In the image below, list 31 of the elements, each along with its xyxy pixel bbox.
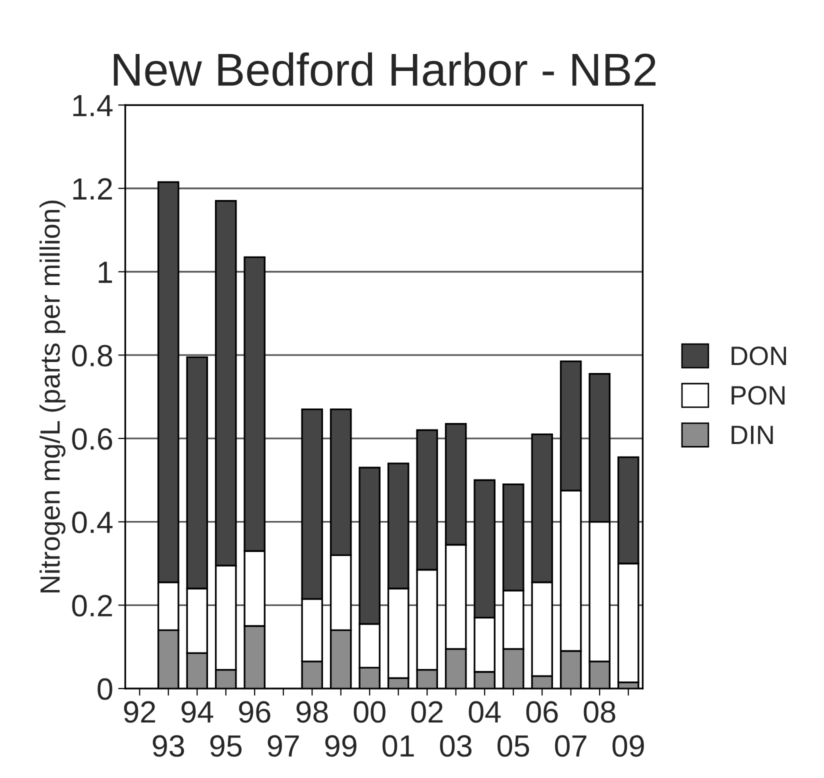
x-tick-label: 93 <box>152 735 184 757</box>
x-tick-label: 92 <box>124 701 156 723</box>
x-tick-label: 96 <box>239 701 270 723</box>
x-tick-label: 94 <box>182 701 214 723</box>
x-tick-label: 09 <box>612 735 644 757</box>
y-tick-label: 0 <box>98 678 112 700</box>
legend-label: DON <box>732 346 786 366</box>
y-tick-label: 1 <box>98 262 112 283</box>
y-tick-label: 0.2 <box>72 594 112 617</box>
legend-label: PON <box>732 386 785 405</box>
x-tick-label: 97 <box>268 735 299 757</box>
x-tick-label: 02 <box>411 701 443 723</box>
y-tick-label: 0.6 <box>72 428 112 450</box>
x-tick-label: 07 <box>555 735 586 757</box>
chart-title: New Bedford Harbor - NB2 <box>114 52 656 86</box>
x-tick-label: 00 <box>354 701 386 723</box>
x-tick-label: 06 <box>526 701 558 723</box>
legend-label: DIN <box>732 426 773 444</box>
x-tick-label: 05 <box>498 735 530 757</box>
x-tick-label: 01 <box>382 735 414 757</box>
x-tick-label: 98 <box>296 701 328 723</box>
y-tick-label: 0.8 <box>72 344 112 366</box>
y-tick-label: 0.4 <box>72 512 113 534</box>
y-tick-label: 1.2 <box>73 178 112 200</box>
y-tick-label: 1.4 <box>73 95 113 116</box>
x-tick-label: 95 <box>210 735 242 757</box>
x-tick-label: 04 <box>468 701 501 723</box>
x-tick-label: 08 <box>584 701 616 723</box>
y-axis-title: Nitrogen mg/L (parts per million) <box>40 200 66 592</box>
x-tick-label: 03 <box>440 735 472 757</box>
x-tick-label: 99 <box>325 735 356 757</box>
